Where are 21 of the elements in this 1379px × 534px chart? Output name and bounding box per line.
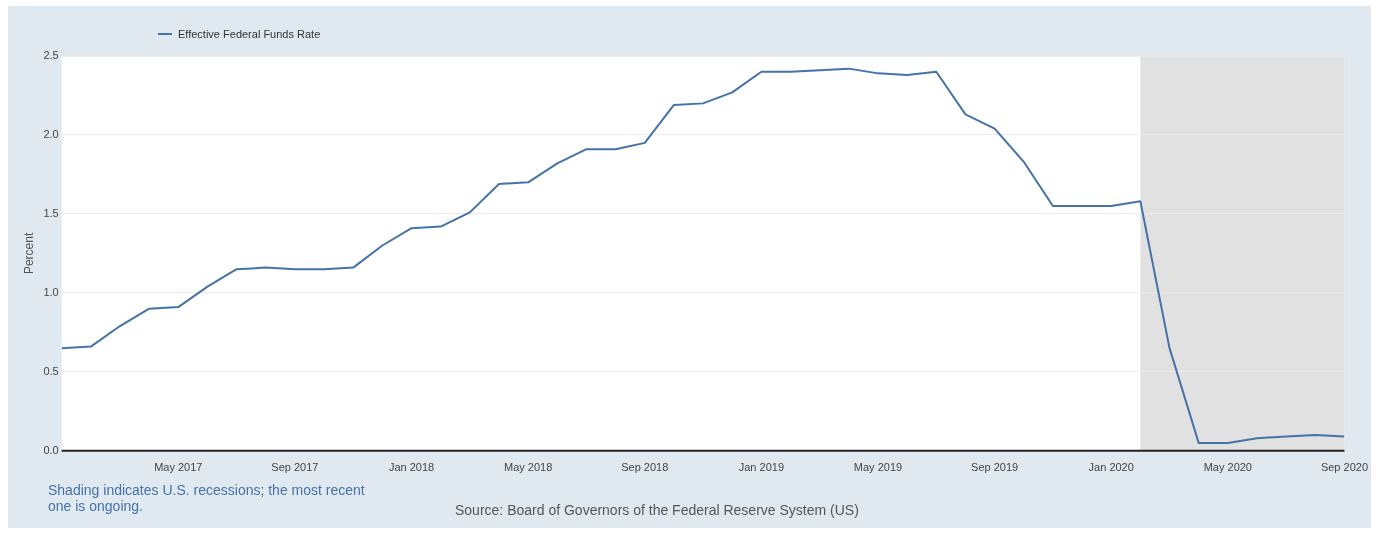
text: Shading indicates U.S. recessions; the most recent one is ongoing. (48, 482, 366, 514)
x-tick-label: Jan 2018 (388, 461, 435, 474)
x-tick-label: Sep 2020 (1320, 461, 1369, 474)
x-tick-label: Sep 2017 (271, 461, 319, 474)
legend-label: Effective Federal Funds Rate (178, 28, 321, 40)
y-tick-label: 0.0 (43, 443, 59, 456)
x-tick-label: Jan 2020 (1088, 461, 1134, 474)
y-tick-label: 1.0 (43, 285, 59, 298)
y-tick-label: 2.5 (43, 49, 59, 62)
x-tick-label: May 2019 (853, 461, 903, 474)
source-note: Source: Board of Governors of the Federal Reserve System (US) (455, 502, 859, 518)
y-tick-label: 1.5 (43, 206, 59, 219)
x-tick-label: Sep 2019 (971, 461, 1019, 474)
x-tick-label: Jan 2019 (738, 461, 785, 474)
y-axis-title: Percent (21, 232, 36, 275)
x-tick-label: May 2018 (503, 461, 553, 474)
x-tick-label: Sep 2018 (621, 461, 669, 474)
x-tick-label: May 2017 (154, 461, 203, 474)
y-tick-label: 0.5 (43, 364, 59, 377)
y-tick-label: 2.0 (43, 127, 59, 140)
x-tick-label: May 2020 (1203, 461, 1252, 474)
